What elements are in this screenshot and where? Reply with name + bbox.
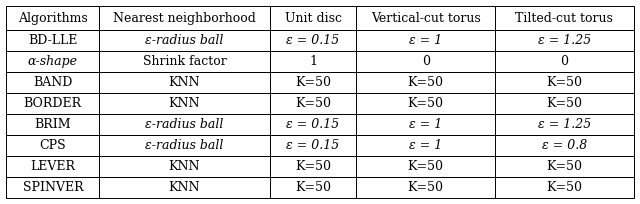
Text: KNN: KNN — [169, 160, 200, 173]
Bar — [6, 93, 99, 114]
Text: K=50: K=50 — [547, 160, 582, 173]
Bar — [495, 156, 634, 177]
Bar — [270, 6, 356, 30]
Text: K=50: K=50 — [547, 181, 582, 194]
Bar — [270, 114, 356, 135]
Text: ε = 0.8: ε = 0.8 — [541, 139, 587, 152]
Bar — [270, 135, 356, 156]
Bar — [495, 93, 634, 114]
Bar — [270, 177, 356, 198]
Bar — [356, 51, 495, 72]
Text: K=50: K=50 — [547, 76, 582, 89]
Bar — [270, 93, 356, 114]
Bar — [6, 72, 99, 93]
Text: Unit disc: Unit disc — [285, 12, 342, 25]
Bar — [495, 72, 634, 93]
Text: K=50: K=50 — [295, 160, 331, 173]
Text: BRIM: BRIM — [35, 118, 71, 131]
Text: ε = 1.25: ε = 1.25 — [538, 118, 591, 131]
Bar — [495, 6, 634, 30]
Bar — [495, 114, 634, 135]
Bar — [356, 114, 495, 135]
Bar — [99, 156, 270, 177]
Text: K=50: K=50 — [408, 76, 444, 89]
Text: K=50: K=50 — [295, 97, 331, 110]
Bar — [99, 177, 270, 198]
Text: K=50: K=50 — [408, 160, 444, 173]
Bar — [495, 51, 634, 72]
Bar — [356, 135, 495, 156]
Bar — [6, 114, 99, 135]
Bar — [356, 93, 495, 114]
Text: ε-radius ball: ε-radius ball — [145, 34, 224, 47]
Bar — [356, 156, 495, 177]
Text: ε = 1: ε = 1 — [409, 139, 442, 152]
Bar — [6, 135, 99, 156]
Bar — [99, 30, 270, 51]
Bar — [99, 6, 270, 30]
Bar — [356, 72, 495, 93]
Text: KNN: KNN — [169, 76, 200, 89]
Bar — [356, 177, 495, 198]
Text: K=50: K=50 — [295, 181, 331, 194]
Text: K=50: K=50 — [295, 76, 331, 89]
Text: BAND: BAND — [33, 76, 72, 89]
Text: K=50: K=50 — [547, 97, 582, 110]
Bar — [270, 156, 356, 177]
Text: ε = 1: ε = 1 — [409, 34, 442, 47]
Text: 0: 0 — [422, 55, 429, 68]
Text: Tilted-cut torus: Tilted-cut torus — [515, 12, 613, 25]
Text: ε = 1: ε = 1 — [409, 118, 442, 131]
Bar — [99, 135, 270, 156]
Text: ε = 1.25: ε = 1.25 — [538, 34, 591, 47]
Bar — [99, 93, 270, 114]
Bar — [99, 51, 270, 72]
Bar — [99, 72, 270, 93]
Bar — [356, 30, 495, 51]
Text: ε = 0.15: ε = 0.15 — [287, 139, 340, 152]
Text: BORDER: BORDER — [24, 97, 82, 110]
Text: K=50: K=50 — [408, 97, 444, 110]
Bar — [6, 51, 99, 72]
Bar — [356, 6, 495, 30]
Text: K=50: K=50 — [408, 181, 444, 194]
Text: Shrink factor: Shrink factor — [143, 55, 227, 68]
Bar — [495, 177, 634, 198]
Text: SPINVER: SPINVER — [22, 181, 83, 194]
Text: Nearest neighborhood: Nearest neighborhood — [113, 12, 256, 25]
Bar — [495, 30, 634, 51]
Bar — [495, 135, 634, 156]
Bar — [270, 30, 356, 51]
Text: LEVER: LEVER — [30, 160, 76, 173]
Text: Algorithms: Algorithms — [18, 12, 88, 25]
Text: KNN: KNN — [169, 97, 200, 110]
Text: 0: 0 — [560, 55, 568, 68]
Text: KNN: KNN — [169, 181, 200, 194]
Text: ε-radius ball: ε-radius ball — [145, 118, 224, 131]
Bar — [270, 72, 356, 93]
Text: ε-radius ball: ε-radius ball — [145, 139, 224, 152]
Text: BD-LLE: BD-LLE — [28, 34, 77, 47]
Bar — [6, 30, 99, 51]
Text: ε = 0.15: ε = 0.15 — [287, 118, 340, 131]
Text: ε = 0.15: ε = 0.15 — [287, 34, 340, 47]
Bar — [99, 114, 270, 135]
Text: Vertical-cut torus: Vertical-cut torus — [371, 12, 481, 25]
Text: CPS: CPS — [40, 139, 66, 152]
Bar — [6, 177, 99, 198]
Text: 1: 1 — [309, 55, 317, 68]
Bar — [6, 156, 99, 177]
Text: α-shape: α-shape — [28, 55, 78, 68]
Bar — [270, 51, 356, 72]
Bar — [6, 6, 99, 30]
